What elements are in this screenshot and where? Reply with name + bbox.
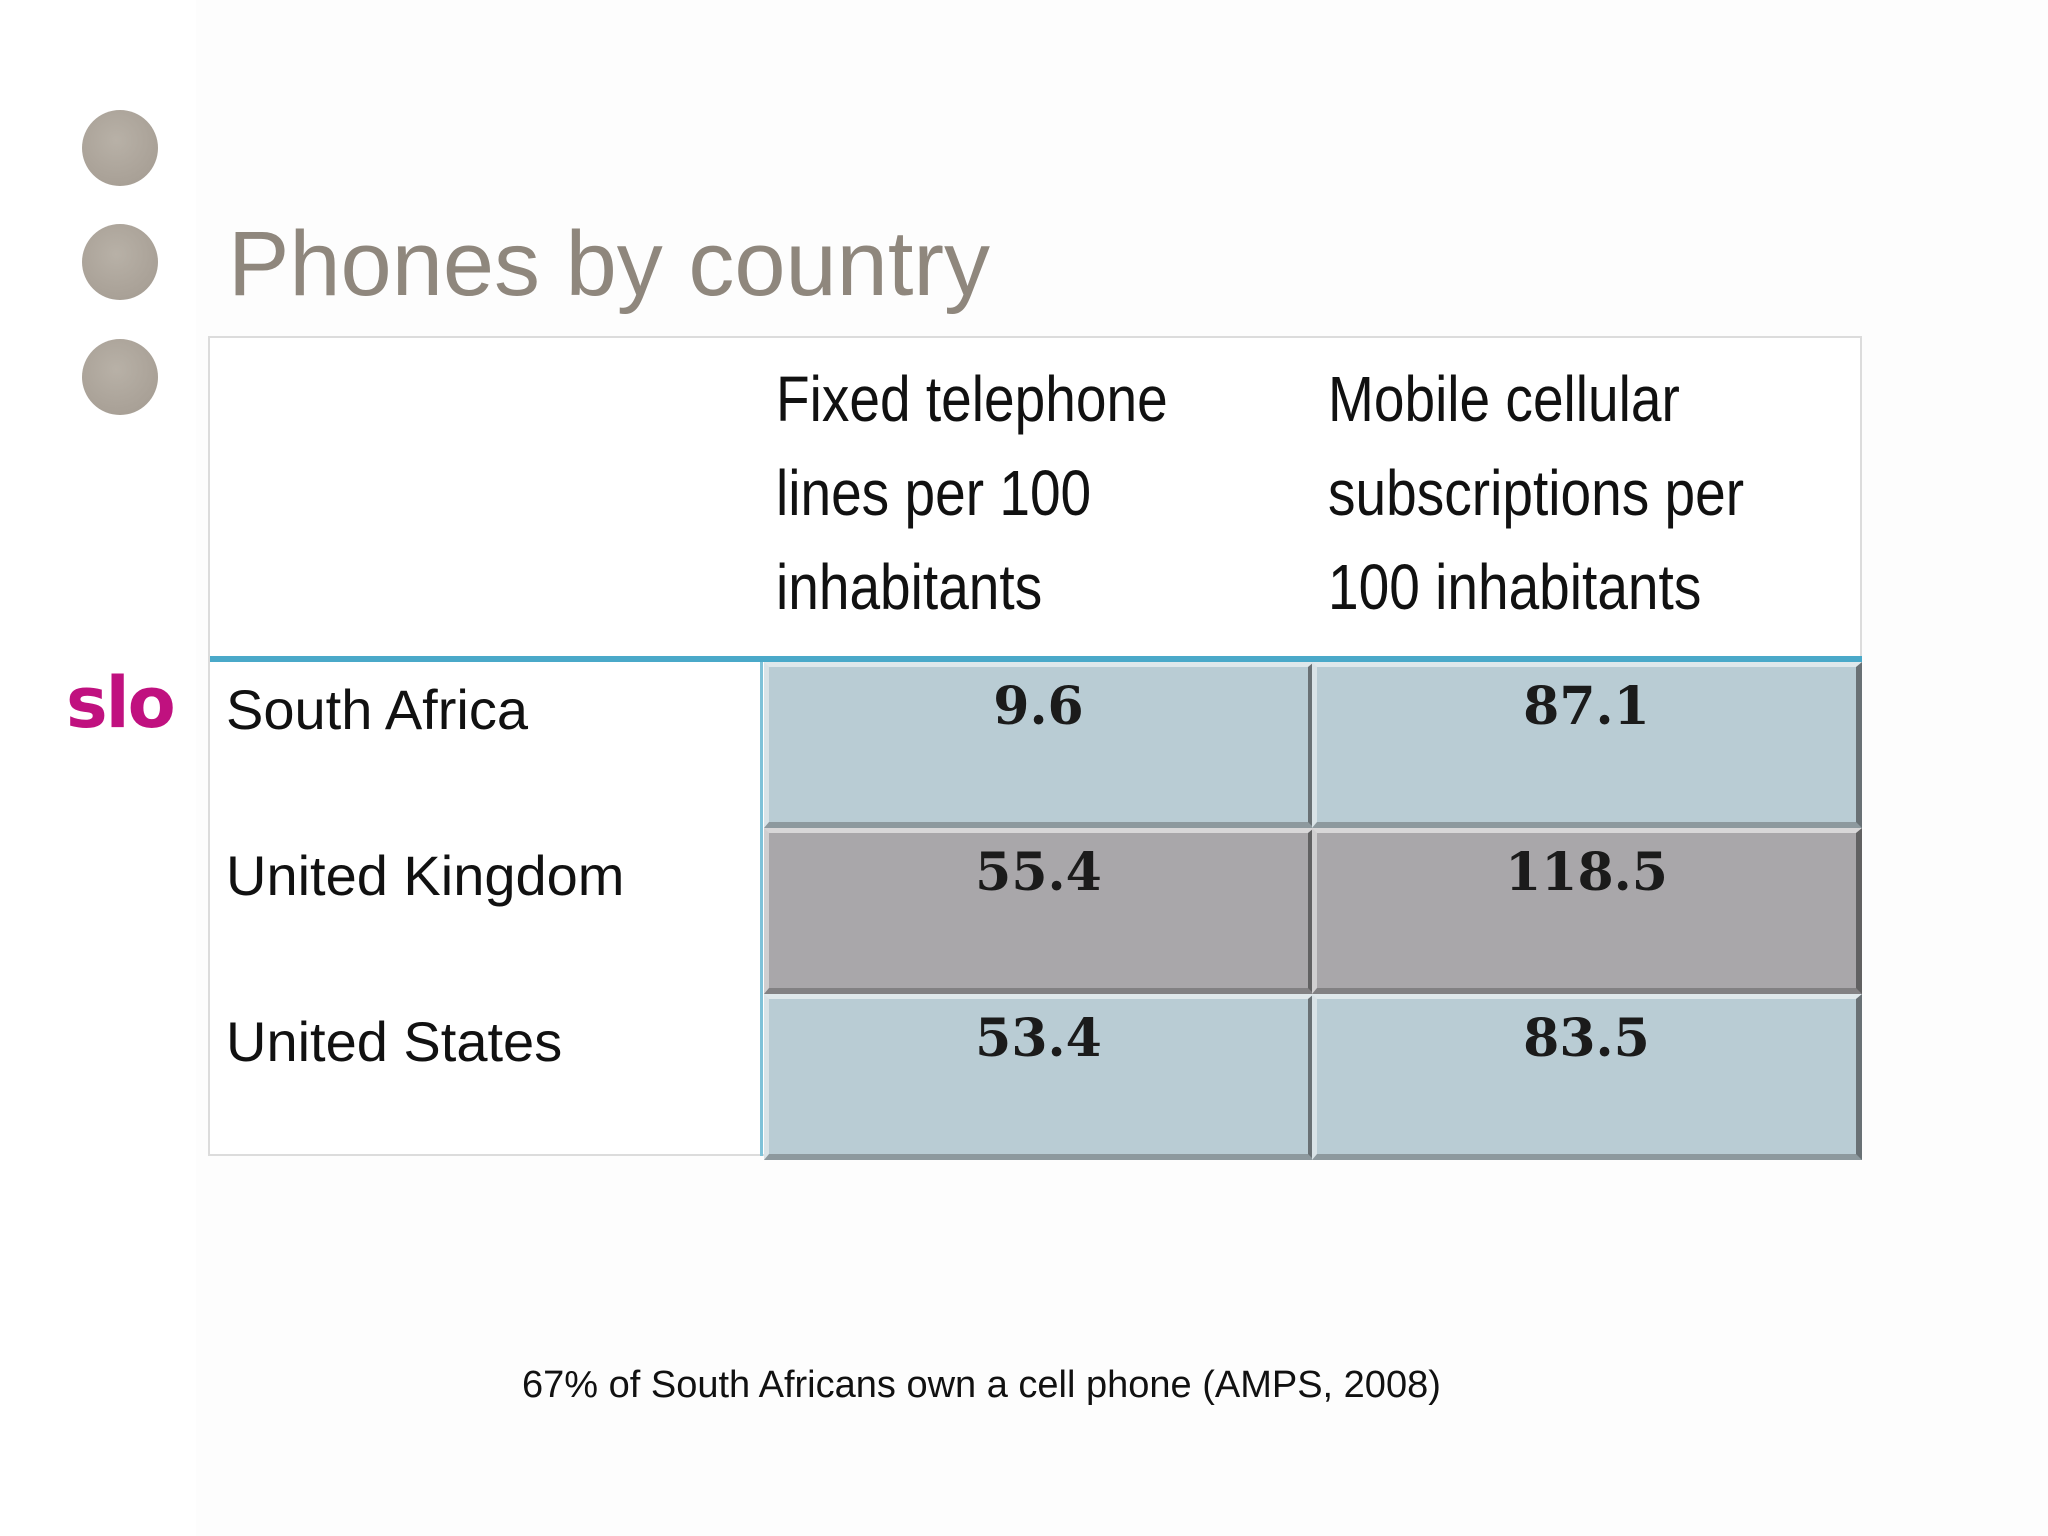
bullet-dot-icon: [82, 224, 158, 300]
column-header-line: inhabitants: [776, 551, 1043, 623]
cell-united-kingdom-mobile: 118.5: [1312, 828, 1862, 994]
bullet-dot-icon: [82, 339, 158, 415]
label-column-divider: [760, 662, 763, 1156]
column-header-fixed: Fixed telephone lines per 100 inhabitant…: [776, 352, 1168, 634]
table-header-row: Fixed telephone lines per 100 inhabitant…: [210, 338, 1860, 656]
column-header-line: 100 inhabitants: [1328, 551, 1702, 623]
footnote-text: 67% of South Africans own a cell phone (…: [522, 1364, 1441, 1406]
cell-united-states-fixed: 53.4: [764, 994, 1314, 1160]
row-label-united-states: United States: [226, 1010, 563, 1073]
column-header-line: Fixed telephone: [776, 363, 1168, 435]
row-label-united-kingdom: United Kingdom: [226, 844, 625, 907]
header-divider: [210, 656, 1862, 662]
column-header-line: lines per 100: [776, 457, 1092, 529]
cell-south-africa-fixed: 9.6: [764, 662, 1314, 828]
cell-united-states-mobile: 83.5: [1312, 994, 1862, 1160]
column-header-line: subscriptions per: [1328, 457, 1745, 529]
data-table: Fixed telephone lines per 100 inhabitant…: [208, 336, 1862, 1160]
logo: slo: [66, 662, 176, 744]
slide-title: Phones by country: [228, 213, 991, 315]
column-header-line: Mobile cellular: [1328, 363, 1680, 435]
column-header-mobile: Mobile cellular subscriptions per 100 in…: [1328, 352, 1744, 634]
bullet-dot-icon: [82, 110, 158, 186]
row-label-south-africa: South Africa: [226, 678, 528, 741]
cell-south-africa-mobile: 87.1: [1312, 662, 1862, 828]
cell-united-kingdom-fixed: 55.4: [764, 828, 1314, 994]
